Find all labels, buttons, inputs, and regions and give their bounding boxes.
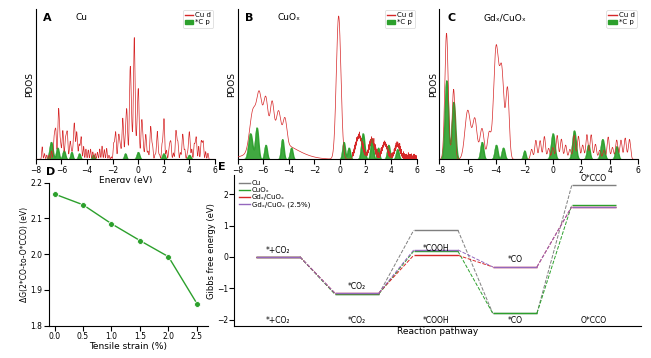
Text: C: C — [447, 14, 456, 24]
Text: *COOH: *COOH — [422, 244, 449, 253]
Text: *+CO₂: *+CO₂ — [266, 316, 290, 325]
Legend: Cu, CuOₓ, Gdₓ/CuOₓ, Gdₓ/CuOₓ (2.5%): Cu, CuOₓ, Gdₓ/CuOₓ, Gdₓ/CuOₓ (2.5%) — [238, 179, 311, 209]
Text: A: A — [43, 14, 51, 24]
Legend: Cu d, *C p: Cu d, *C p — [606, 10, 637, 28]
X-axis label: Energy (eV): Energy (eV) — [512, 176, 565, 185]
X-axis label: Energy (eV): Energy (eV) — [99, 176, 152, 185]
Text: *CO: *CO — [507, 316, 522, 325]
Text: E: E — [218, 163, 226, 173]
X-axis label: Energy (eV): Energy (eV) — [301, 176, 353, 185]
Text: O*CCO: O*CCO — [581, 174, 607, 183]
Text: O*CCO: O*CCO — [581, 316, 607, 325]
Y-axis label: PDOS: PDOS — [25, 72, 35, 97]
Point — [163, 254, 174, 260]
Point — [78, 202, 89, 208]
Legend: Cu d, *C p: Cu d, *C p — [183, 10, 214, 28]
Y-axis label: ΔG(2*CO-to-O*CCO) (eV): ΔG(2*CO-to-O*CCO) (eV) — [20, 207, 29, 302]
Y-axis label: PDOS: PDOS — [227, 72, 236, 97]
X-axis label: Reaction pathway: Reaction pathway — [397, 327, 478, 336]
Text: *COOH: *COOH — [422, 316, 449, 325]
Text: Gdₓ/CuOₓ: Gdₓ/CuOₓ — [483, 14, 526, 23]
Point — [191, 301, 202, 306]
Text: D: D — [46, 167, 55, 177]
Text: Cu: Cu — [76, 14, 87, 23]
Legend: Cu d, *C p: Cu d, *C p — [385, 10, 415, 28]
Point — [106, 221, 117, 227]
X-axis label: Tensile strain (%): Tensile strain (%) — [90, 342, 167, 352]
Text: *CO: *CO — [507, 255, 522, 264]
Y-axis label: PDOS: PDOS — [429, 72, 438, 97]
Text: CuOₓ: CuOₓ — [277, 14, 300, 23]
Text: *CO₂: *CO₂ — [348, 316, 366, 325]
Point — [49, 191, 60, 197]
Text: *+CO₂: *+CO₂ — [266, 246, 290, 255]
Text: B: B — [245, 14, 253, 24]
Point — [135, 238, 145, 243]
Y-axis label: Gibbs free energy (eV): Gibbs free energy (eV) — [206, 203, 215, 299]
Text: *CO₂: *CO₂ — [348, 282, 366, 291]
